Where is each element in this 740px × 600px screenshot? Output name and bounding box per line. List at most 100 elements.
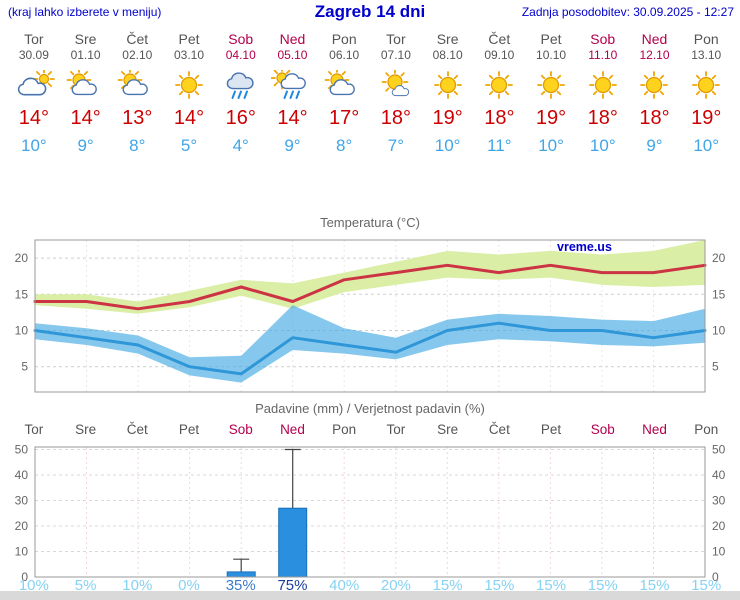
day-date: 03.10 [174, 48, 205, 62]
svg-text:15: 15 [15, 287, 29, 301]
precip-day-label: Ned [280, 422, 305, 437]
sunny-icon [422, 68, 474, 104]
low-temp: 8° [336, 136, 353, 155]
precip-probability: 5% [74, 577, 97, 594]
day-column[interactable]: Sre 01.10 14° 9° [60, 28, 112, 156]
sunny-icon [525, 68, 577, 104]
precip-day-label: Pet [178, 422, 200, 437]
rain-icon [215, 68, 267, 104]
svg-text:10: 10 [712, 545, 726, 559]
day-name: Pet [540, 31, 562, 47]
sunny-icon [680, 68, 732, 104]
svg-text:10: 10 [15, 324, 29, 338]
precip-chart-title: Padavine (mm) / Verjetnost padavin (%) [255, 401, 485, 416]
precip-probability: 15% [484, 577, 515, 594]
last-updated: Zadnja posodobitev: 30.09.2025 - 12:27 [521, 5, 734, 19]
day-column[interactable]: Čet 02.10 13° 8° [111, 28, 163, 156]
sunny-icon [473, 68, 525, 104]
day-name: Čet [126, 31, 149, 47]
day-column[interactable]: Sre 08.10 19° 10° [422, 28, 474, 156]
partly-cloudy-icon [111, 68, 163, 104]
svg-text:20: 20 [712, 251, 726, 265]
precip-probability: 10% [18, 577, 49, 594]
precip-day-label: Čet [126, 422, 148, 437]
precip-day-label: Tor [24, 422, 44, 437]
precip-probability: 40% [329, 577, 360, 594]
day-name: Tor [386, 31, 406, 47]
high-temp: 17° [329, 107, 360, 129]
day-column[interactable]: Pet 03.10 14° 5° [163, 28, 215, 156]
day-column[interactable]: Tor 30.09 14° 10° [8, 28, 60, 156]
sunny-icon [629, 68, 681, 104]
precip-probability: 15% [691, 577, 722, 594]
day-name: Ned [279, 31, 306, 47]
svg-text:40: 40 [712, 468, 726, 482]
day-date: 10.10 [536, 48, 567, 62]
day-date: 08.10 [432, 48, 463, 62]
day-column[interactable]: Pon 13.10 19° 10° [680, 28, 732, 156]
day-name: Sob [590, 31, 616, 47]
day-date: 05.10 [277, 48, 308, 62]
partly-cloudy-icon [318, 68, 370, 104]
low-temp: 8° [129, 136, 146, 155]
high-temp: 14° [173, 107, 205, 129]
sunny-icon [577, 68, 629, 104]
day-column[interactable]: Ned 05.10 14° 9° [267, 28, 319, 156]
day-name: Sre [436, 31, 459, 47]
high-temp: 14° [277, 107, 308, 129]
svg-text:0: 0 [21, 570, 28, 584]
precip-day-label: Ned [642, 422, 667, 437]
sunny-icon [163, 68, 215, 104]
day-column[interactable]: Ned 12.10 18° 9° [629, 28, 681, 156]
day-date: 11.10 [588, 48, 618, 62]
low-temp: 10° [434, 136, 461, 155]
svg-text:5: 5 [712, 360, 719, 374]
day-column[interactable]: Sob 11.10 18° 10° [577, 28, 629, 156]
low-temp: 11° [487, 136, 512, 155]
high-temp: 18° [587, 107, 618, 129]
day-column[interactable]: Tor 07.10 18° 7° [370, 28, 422, 156]
high-temp: 19° [535, 107, 567, 129]
day-name: Sob [228, 31, 254, 47]
precip-day-label: Sre [75, 422, 97, 437]
day-date: 04.10 [225, 48, 256, 62]
day-column[interactable]: Sob 04.10 16° 4° [215, 28, 267, 156]
page-title: Zagreb 14 dni [314, 2, 426, 21]
day-date: 09.10 [484, 48, 515, 62]
high-temp: 14° [70, 107, 101, 129]
high-temp: 18° [380, 107, 412, 129]
day-date: 01.10 [70, 48, 101, 62]
svg-text:5: 5 [21, 360, 28, 374]
location-hint: (kraj lahko izberete v meniju) [8, 5, 162, 19]
precip-probability: 15% [587, 577, 618, 594]
precipitation-chart: 0 0 10 10 20 20 30 30 40 40 50 50 [15, 443, 726, 585]
low-temp: 7° [387, 136, 405, 155]
svg-text:40: 40 [15, 468, 29, 482]
precip-day-labels: Tor Sre Čet Pet Sob Ned Pon Tor Sre Čet Pet Sob Ned P… [8, 422, 732, 437]
day-column[interactable]: Pet 10.10 19° 10° [525, 28, 577, 156]
high-temp: 18° [639, 107, 670, 129]
day-column[interactable]: Čet 09.10 18° 11° [473, 28, 525, 156]
precip-day-label: Sre [437, 422, 459, 437]
watermark: vreme.us [557, 240, 612, 254]
svg-text:10: 10 [15, 545, 29, 559]
day-date: 06.10 [329, 48, 360, 62]
horizontal-scrollbar[interactable] [0, 591, 740, 600]
low-temp: 9° [77, 136, 94, 155]
mostly-sunny-icon [370, 68, 422, 104]
low-temp: 10° [693, 136, 720, 155]
day-column[interactable]: Pon 06.10 17° 8° [318, 28, 370, 156]
day-name: Čet [488, 31, 511, 47]
svg-text:10: 10 [712, 324, 726, 338]
day-name: Pon [331, 31, 357, 47]
svg-text:15: 15 [712, 287, 726, 301]
svg-text:30: 30 [712, 494, 726, 508]
precip-day-label: Pon [332, 422, 357, 437]
svg-text:20: 20 [15, 251, 29, 265]
day-date: 07.10 [380, 48, 411, 62]
day-date: 30.09 [18, 48, 49, 62]
svg-text:50: 50 [712, 443, 726, 457]
precip-day-label: Tor [386, 422, 406, 437]
partly-cloudy-icon [60, 68, 112, 104]
